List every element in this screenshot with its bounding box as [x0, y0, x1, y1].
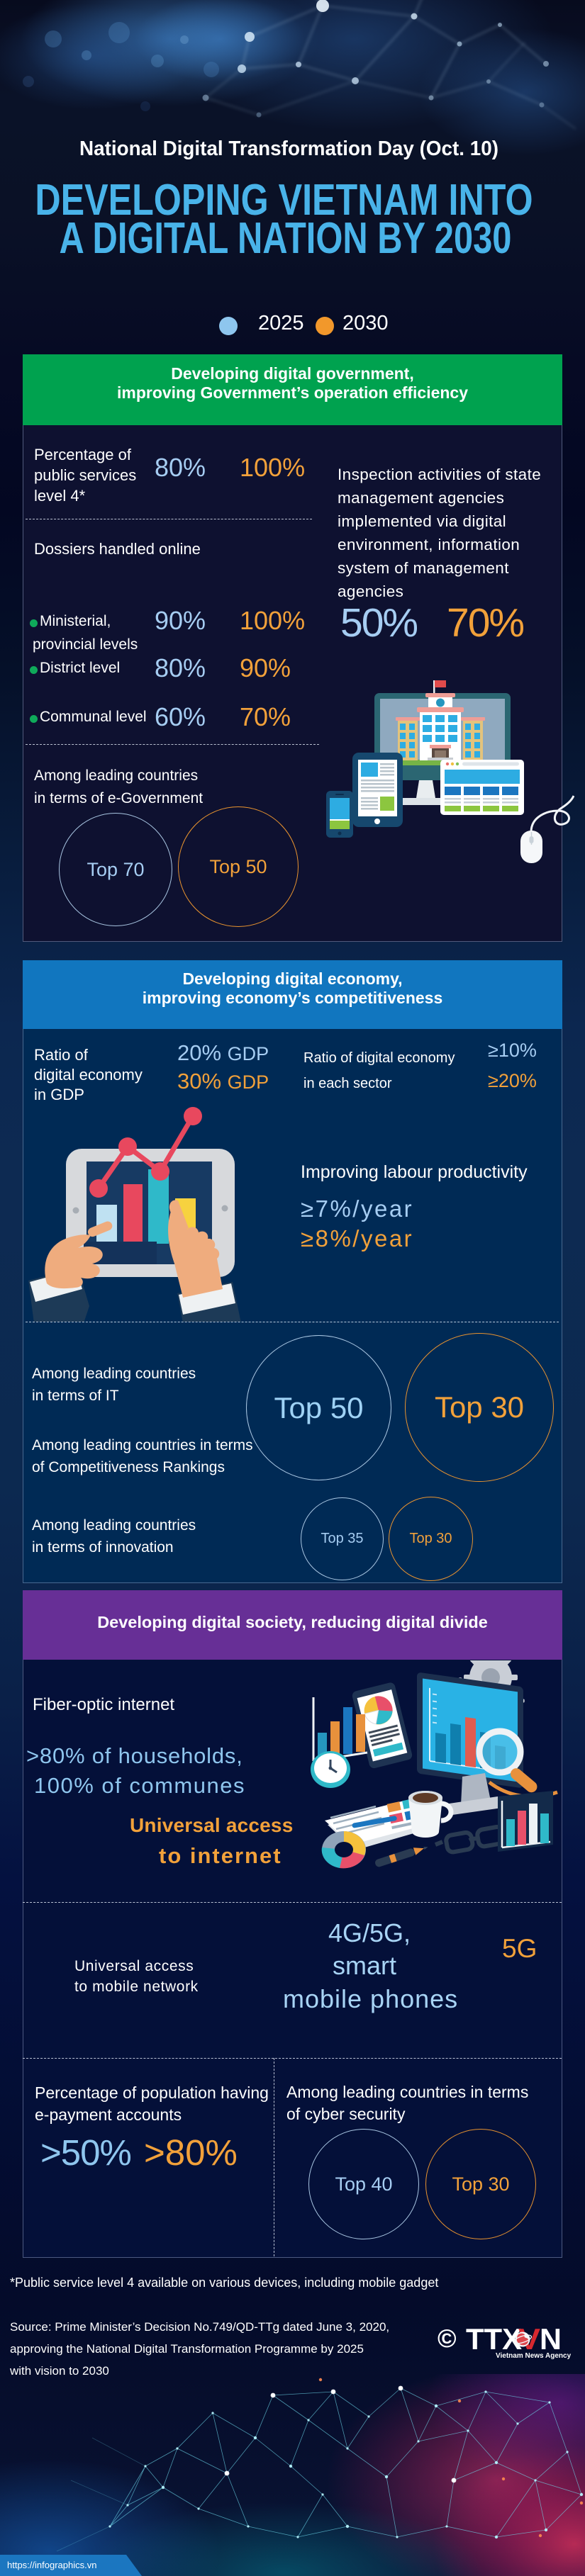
svg-text:N: N	[540, 2322, 562, 2356]
svg-text:TTX: TTX	[466, 2322, 522, 2356]
svg-text:Vietnam News Agency: Vietnam News Agency	[496, 2352, 572, 2360]
svg-text:©: ©	[438, 2324, 457, 2353]
